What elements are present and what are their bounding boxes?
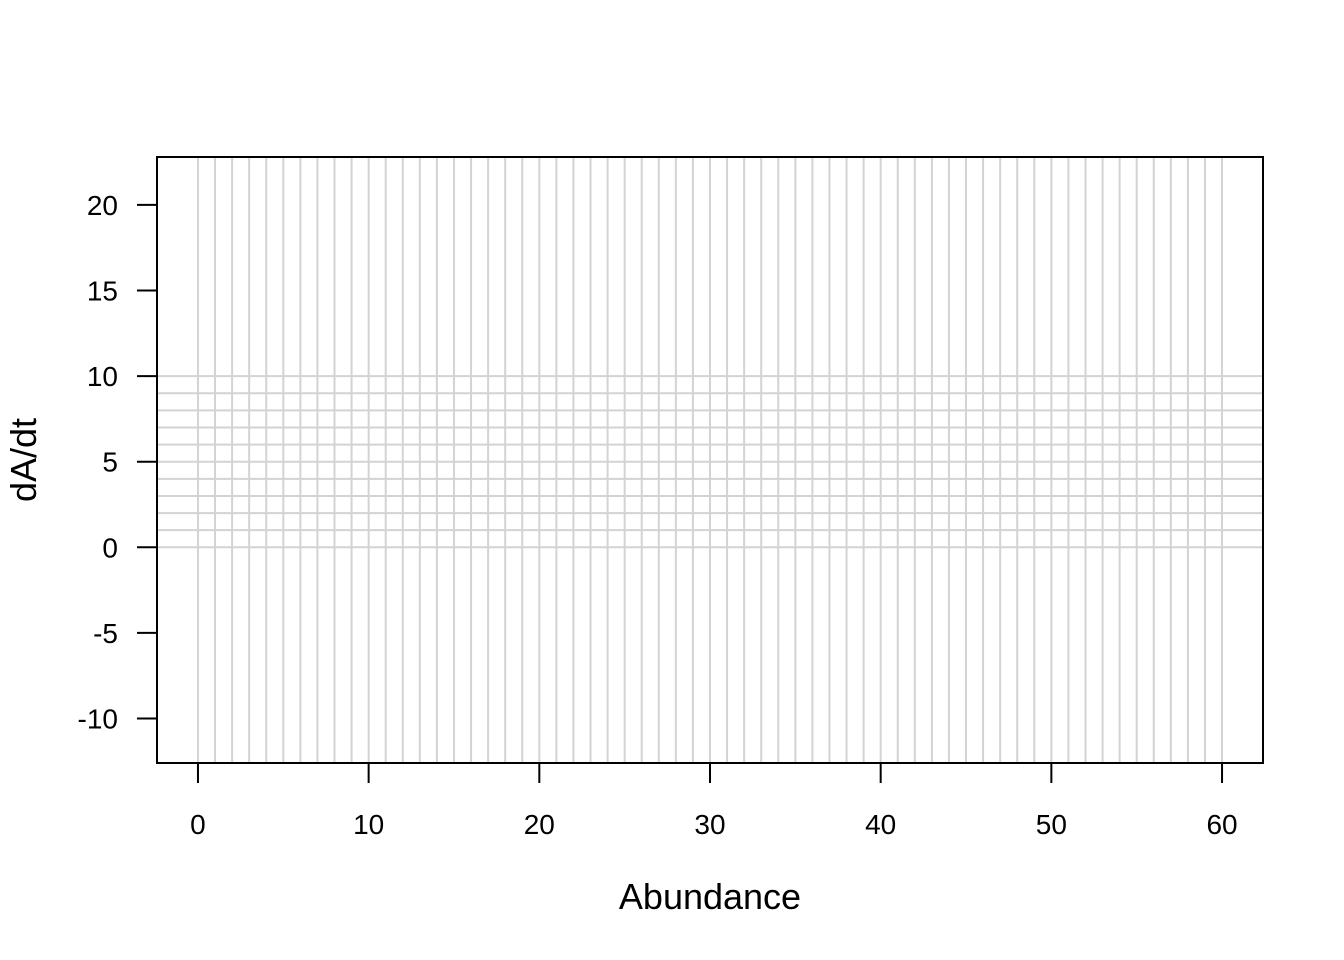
grid [157, 157, 1263, 763]
x-axis: 0 10 20 30 40 50 60 [190, 763, 1238, 840]
y-tick-label: 0 [102, 532, 118, 563]
x-tick-label: 0 [190, 809, 206, 840]
y-tick-label: -5 [93, 618, 118, 649]
x-tick-label: 50 [1036, 809, 1067, 840]
y-tick-label: 5 [102, 447, 118, 478]
x-tick-label: 30 [694, 809, 725, 840]
y-axis: -10 -5 0 5 10 15 20 [78, 190, 157, 734]
x-tick-label: 20 [524, 809, 555, 840]
y-tick-label: 10 [87, 361, 118, 392]
x-axis-label: Abundance [619, 876, 801, 917]
y-tick-label: 15 [87, 276, 118, 307]
x-tick-label: 60 [1206, 809, 1237, 840]
x-tick-label: 40 [865, 809, 896, 840]
y-tick-label: -10 [78, 703, 118, 734]
x-tick-label: 10 [353, 809, 384, 840]
y-tick-label: 20 [87, 190, 118, 221]
y-axis-label: dA/dt [3, 418, 44, 502]
